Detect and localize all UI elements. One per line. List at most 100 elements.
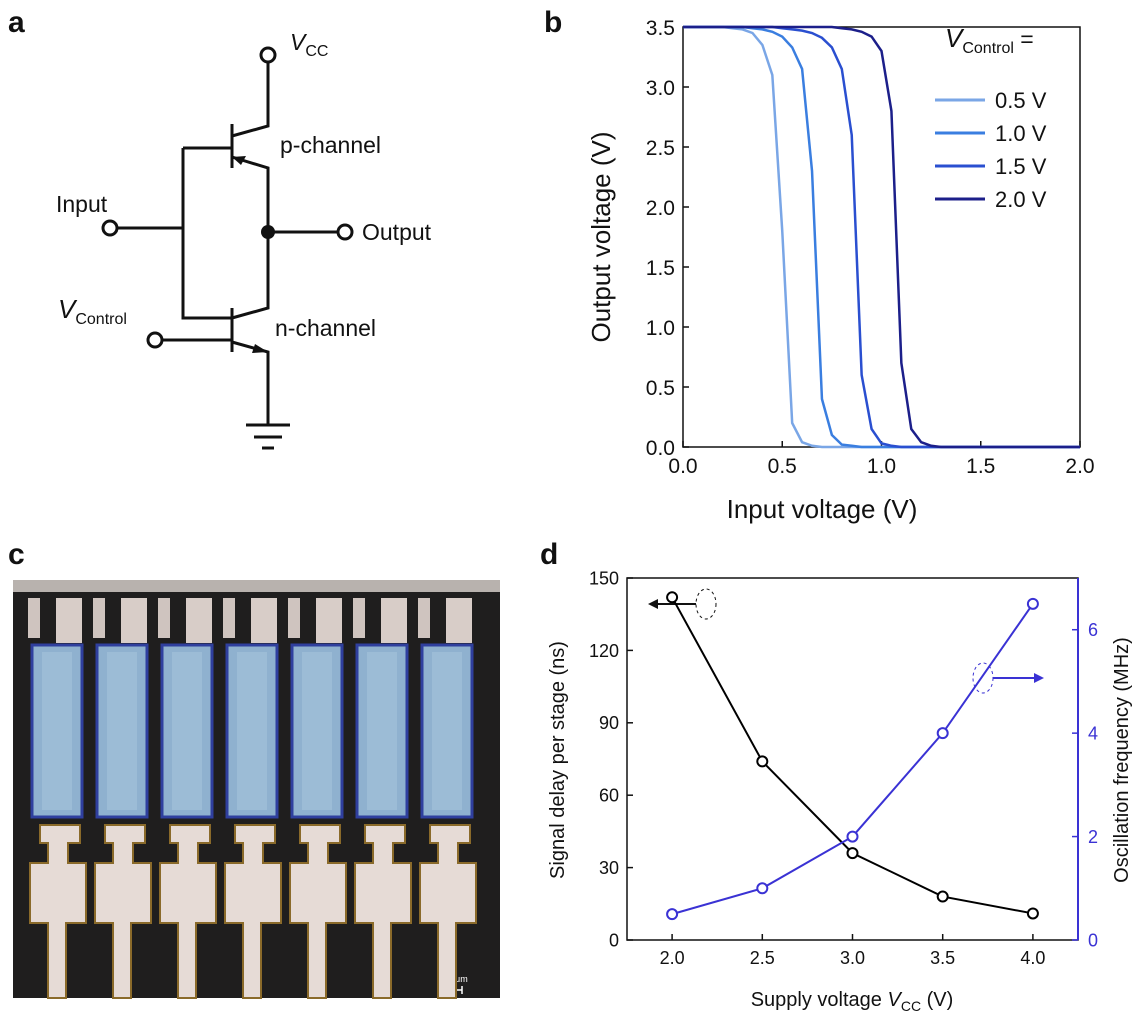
y-tick-label: 90 [599, 713, 619, 733]
plot-frame [626, 577, 1079, 941]
annotations [648, 588, 1044, 694]
x-tick-label: 3.0 [840, 948, 865, 968]
x-axis-label: Supply voltage VCC (V) [751, 989, 954, 1014]
marker [666, 908, 679, 921]
legend-title: = [1014, 26, 1034, 52]
series-line [671, 596, 1034, 915]
photo-edge [13, 580, 500, 592]
x-tick-label: 1.5 [966, 455, 995, 478]
x-axis-label: V [887, 989, 902, 1011]
contact [159, 824, 217, 999]
x-tick-label: 0.5 [768, 455, 797, 478]
contact [289, 824, 347, 999]
x-tick-label: 3.5 [930, 948, 955, 968]
label: V [290, 29, 308, 55]
panel-label: d [540, 538, 558, 571]
y-tick-label: 1.0 [646, 317, 675, 340]
y-tick-label: 0.0 [646, 437, 675, 460]
y-axis-label: Output voltage (V) [586, 132, 616, 343]
ground [246, 423, 290, 450]
y-tick-label: 3.5 [646, 17, 675, 40]
legend-title: VControl = [945, 23, 1034, 57]
y-tick-label: 3.0 [646, 77, 675, 100]
contact [224, 824, 282, 999]
x-tick-label: 1.0 [867, 455, 896, 478]
y-tick-label: 2.0 [646, 197, 675, 220]
y-tick-label: 0 [609, 930, 619, 950]
x-axis-label: CC [901, 998, 921, 1014]
marker [846, 847, 859, 860]
label: p-channel [280, 132, 381, 158]
arrowheads [232, 156, 268, 353]
marker [846, 830, 859, 843]
y2-tick-label: 4 [1088, 724, 1098, 744]
pad [186, 598, 212, 643]
pad [93, 598, 105, 638]
pad [28, 598, 40, 638]
marker [666, 591, 679, 604]
marker [936, 727, 949, 740]
x-axis-label: Supply voltage [751, 989, 888, 1011]
marker [1026, 907, 1039, 920]
pad [251, 598, 277, 643]
legend-label: 0.5 V [995, 88, 1047, 113]
pad [418, 598, 430, 638]
pad [316, 598, 342, 643]
legend-label: 1.5 V [995, 154, 1047, 179]
terminal [259, 46, 277, 64]
channel-inner [237, 652, 267, 810]
panel-label: b [544, 6, 562, 39]
x-tick-label: 4.0 [1020, 948, 1045, 968]
channel-inner [302, 652, 332, 810]
channel-inner [172, 652, 202, 810]
series-line [671, 603, 1034, 916]
x-axis-label: Input voltage (V) [727, 494, 918, 524]
marker [936, 890, 949, 903]
wires [117, 62, 338, 425]
y-tick-label: 60 [599, 786, 619, 806]
marker [756, 882, 769, 895]
label: CC [305, 43, 328, 60]
pad [121, 598, 147, 643]
x-tick-label: 2.0 [660, 948, 685, 968]
y-tick-label: 150 [589, 568, 619, 588]
x-tick-label: 2.5 [750, 948, 775, 968]
terminal [146, 331, 164, 349]
marker [756, 755, 769, 768]
contact [419, 824, 477, 999]
legend-title: V [945, 23, 965, 53]
channel-inner [42, 652, 72, 810]
pad [56, 598, 82, 643]
label: VCC [290, 29, 328, 60]
contact [354, 824, 412, 999]
channel-inner [367, 652, 397, 810]
pad [381, 598, 407, 643]
legend-title: Control [962, 40, 1014, 57]
label: V [58, 294, 78, 324]
y2-tick-label: 0 [1088, 930, 1098, 950]
label: n-channel [275, 315, 376, 341]
channel-inner [107, 652, 137, 810]
pad [446, 598, 472, 643]
y2-tick-label: 6 [1088, 620, 1098, 640]
device-photo: 500μm [13, 580, 500, 999]
y-tick-label: 30 [599, 858, 619, 878]
x-axis-label: (V) [921, 989, 953, 1011]
terminal [101, 219, 119, 237]
pad [353, 598, 365, 638]
label: Input [56, 191, 108, 217]
contact [94, 824, 152, 999]
panel-label: a [8, 6, 25, 39]
y-tick-label: 0.5 [646, 377, 675, 400]
series-line [683, 25, 1080, 449]
arrowhead [1034, 673, 1044, 683]
arrowhead [648, 599, 658, 609]
x-tick-label: 2.0 [1065, 455, 1094, 478]
x-tick-label: 0.0 [668, 455, 697, 478]
y-axis-label: Signal delay per stage (ns) [547, 641, 569, 879]
y2-axis-label: Oscillation frequency (MHz) [1111, 637, 1133, 883]
node [261, 225, 275, 239]
y-tick-label: 120 [589, 641, 619, 661]
dashed-ellipse [972, 662, 994, 694]
